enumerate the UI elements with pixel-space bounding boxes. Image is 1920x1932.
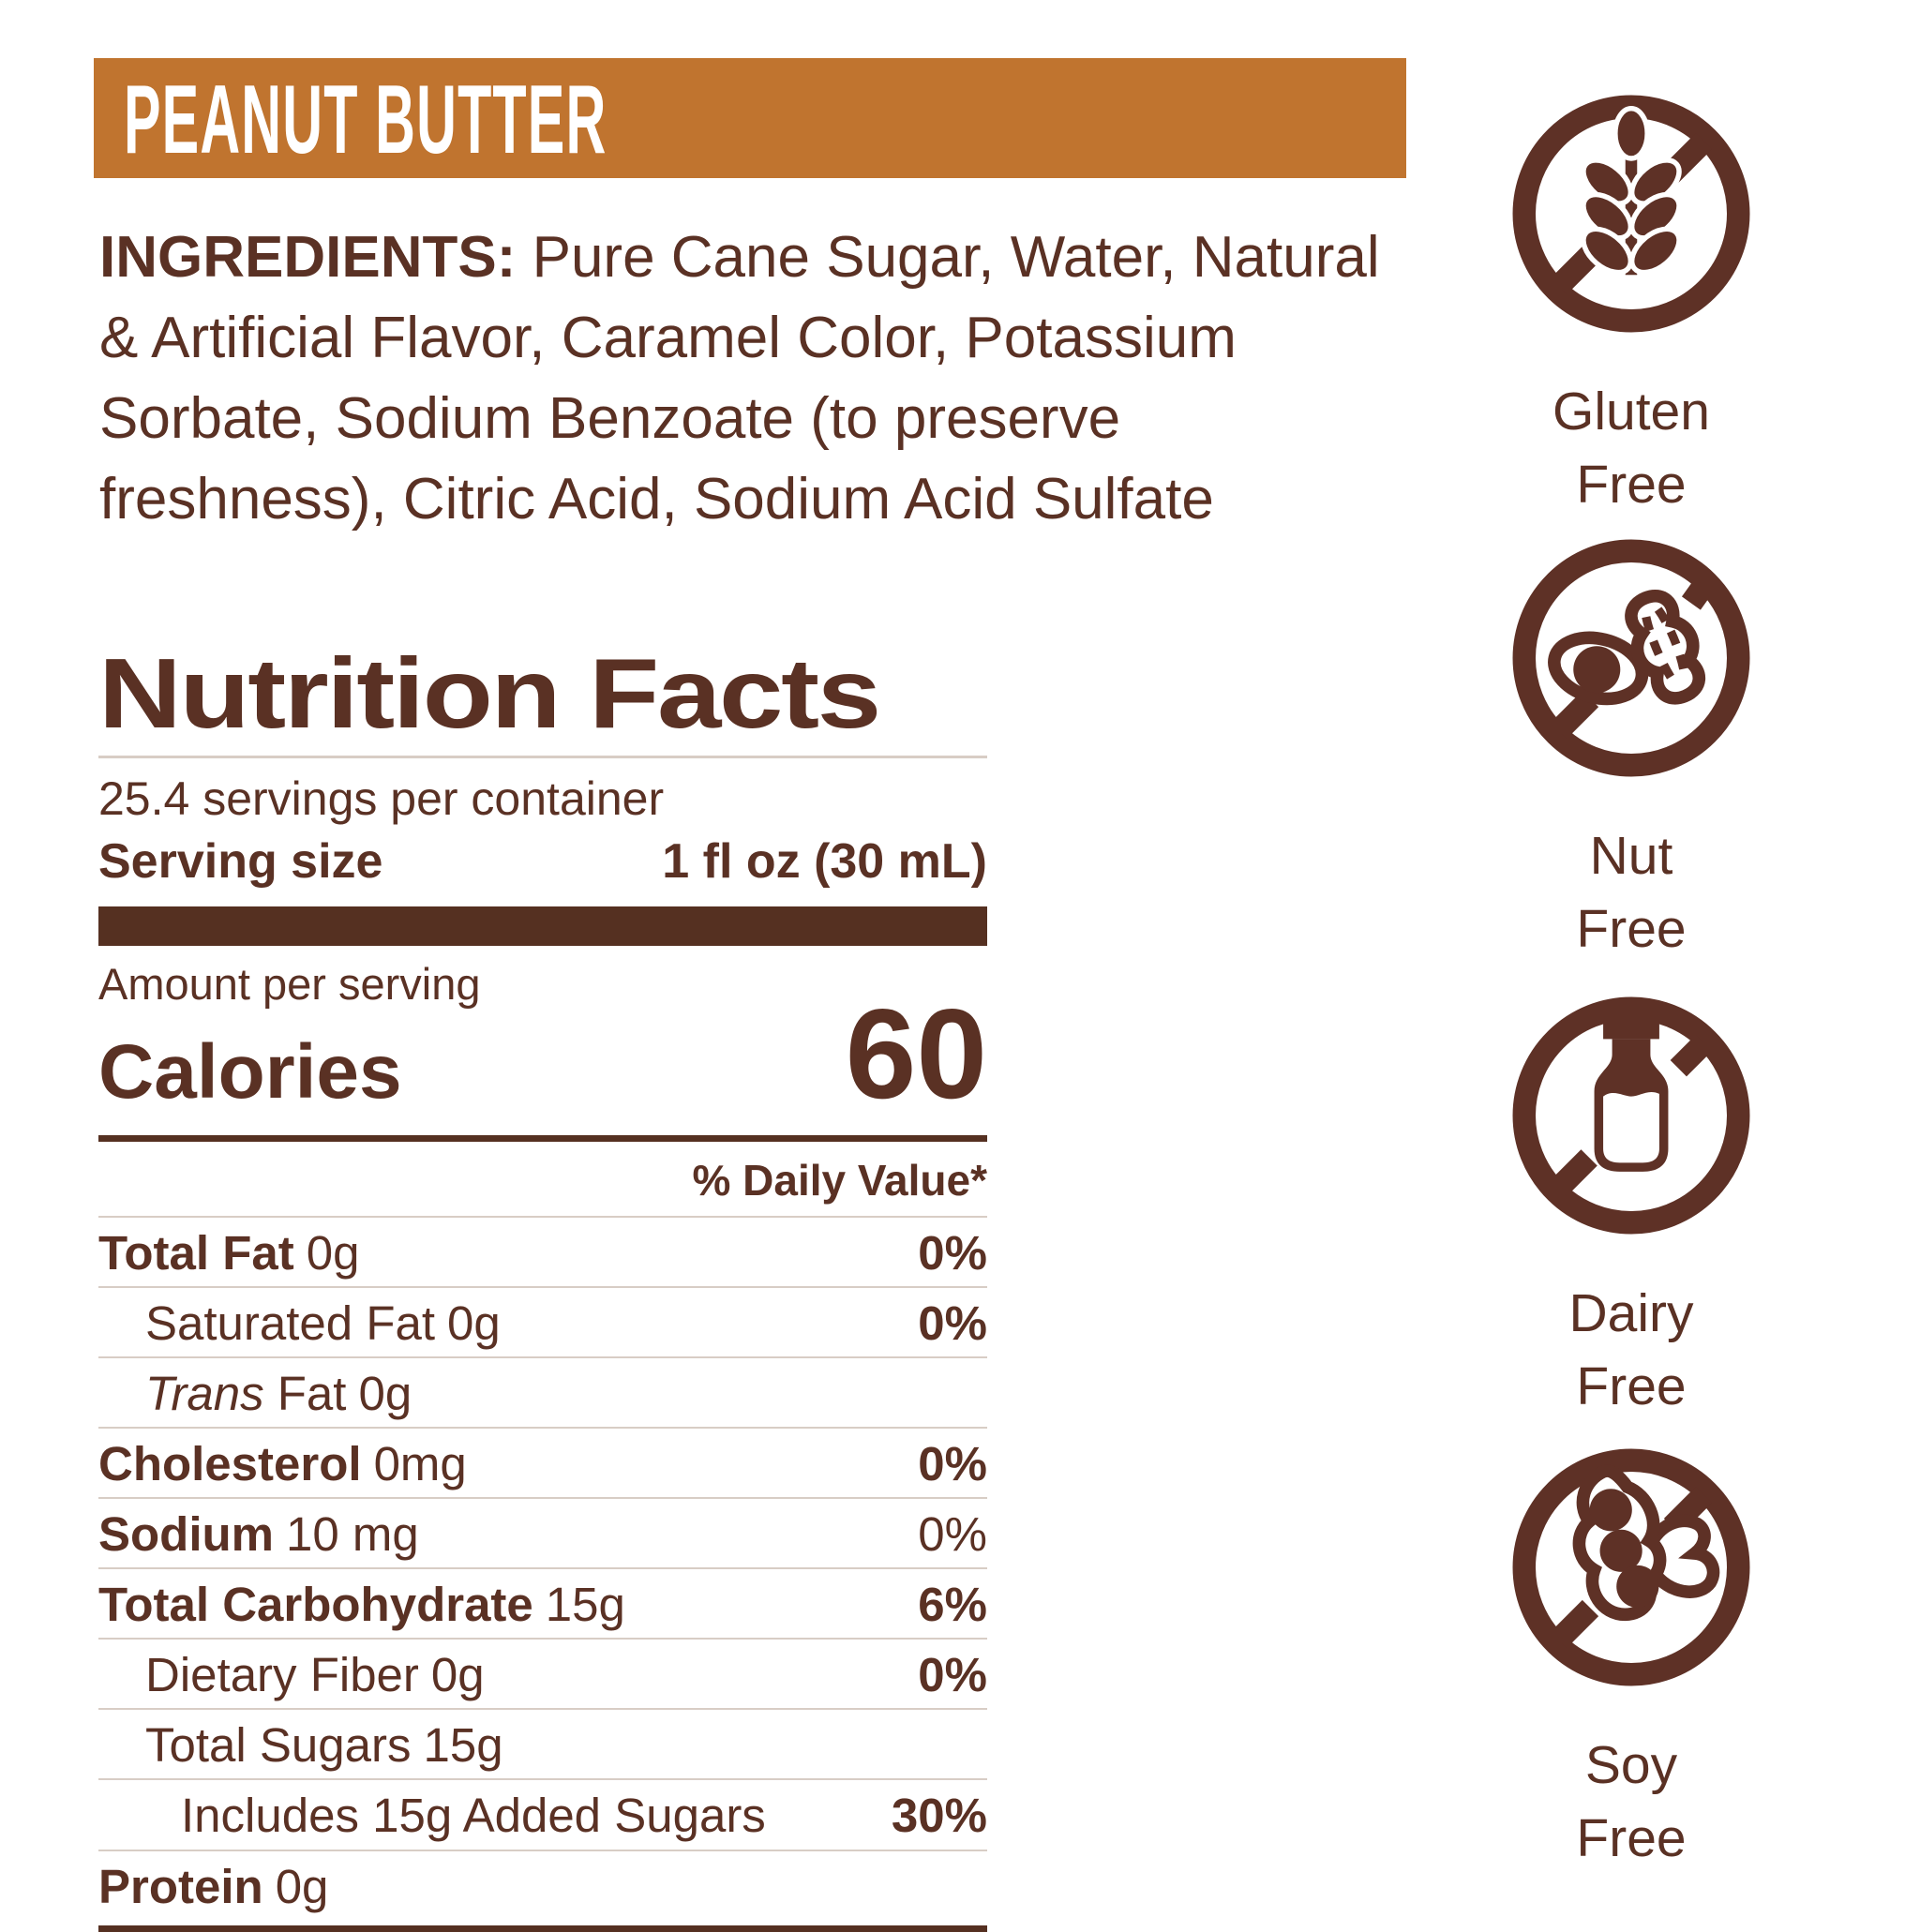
nutrient-amount: 0mg <box>373 1436 467 1490</box>
divider <box>98 756 987 758</box>
crossed-peanut-icon <box>1512 539 1750 777</box>
badge-label-line1: Nut <box>1589 826 1673 886</box>
divider <box>98 1135 987 1142</box>
nutrient-daily-value: 0% <box>918 1507 987 1562</box>
ingredients-label: INGREDIENTS: <box>99 225 517 290</box>
gluten-free-badge: Gluten Free <box>1420 86 1842 521</box>
ingredients-paragraph: INGREDIENTS: Pure Cane Sugar, Water, Nat… <box>99 217 1412 540</box>
nutrient-label-italic: Trans <box>145 1366 264 1420</box>
nutrient-label: Total Carbohydrate <box>98 1578 533 1632</box>
nutrient-daily-value: 0% <box>918 1648 987 1702</box>
badge-label: Gluten Free <box>1552 375 1710 521</box>
badge-label-line2: Free <box>1576 455 1687 515</box>
nutrient-label: Cholesterol <box>98 1436 362 1490</box>
nutrient-label: Dietary Fiber <box>145 1648 419 1702</box>
nutrient-row-total-carbohydrate: Total Carbohydrate 15g 6% <box>98 1569 987 1640</box>
nutrient-label: Sodium <box>98 1507 274 1562</box>
crossed-milk-bottle-icon <box>1512 996 1750 1235</box>
nutrient-row-trans-fat: Trans Fat 0g <box>98 1358 987 1429</box>
nutrient-label: Total Sugars <box>145 1718 412 1773</box>
amount-per-serving-label: Amount per serving <box>98 959 481 1009</box>
badge-label-line2: Free <box>1576 1356 1687 1416</box>
flavor-banner: PEANUT BUTTER <box>94 58 1406 178</box>
crossed-wheat-icon <box>1512 95 1750 333</box>
servings-per-container: 25.4 servings per container <box>98 772 665 825</box>
nutrient-daily-value: 0% <box>918 1295 987 1350</box>
ingredients-text: Pure Cane Sugar, Water, Natural & Artifi… <box>99 225 1380 532</box>
nutrient-daily-value: 30% <box>891 1789 987 1843</box>
nutrient-row-added-sugars: Includes 15g Added Sugars 30% <box>98 1780 987 1851</box>
dairy-free-badge: Dairy Free <box>1420 988 1842 1423</box>
serving-size-value: 1 fl oz (30 mL) <box>662 834 987 889</box>
badge-label: Soy Free <box>1576 1729 1686 1875</box>
nutrient-amount: 0g <box>306 1225 360 1280</box>
serving-size-label: Serving size <box>98 834 383 889</box>
nutrient-row-saturated-fat: Saturated Fat 0g 0% <box>98 1288 987 1358</box>
nutrient-row-total-sugars: Total Sugars 15g <box>98 1710 987 1781</box>
calories-value: 60 <box>845 982 987 1125</box>
nutrient-amount: 10 mg <box>286 1507 419 1562</box>
serving-size-row: Serving size 1 fl oz (30 mL) <box>98 833 987 890</box>
badge-label-line2: Free <box>1576 899 1687 959</box>
nutrient-amount: 15g <box>423 1718 503 1773</box>
nutrient-row-dietary-fiber: Dietary Fiber 0g 0% <box>98 1640 987 1711</box>
badge-label-line2: Free <box>1576 1808 1687 1868</box>
flavor-title: PEANUT BUTTER <box>124 66 608 174</box>
nutrient-daily-value: 0% <box>918 1225 987 1280</box>
soy-free-badge: Soy Free <box>1420 1440 1842 1875</box>
nutrient-amount: 15g <box>545 1578 625 1632</box>
nutrient-label: Total Fat <box>98 1225 294 1280</box>
nutrient-label: Includes 15g Added Sugars <box>181 1789 766 1843</box>
thick-divider-bar <box>98 906 987 946</box>
nut-free-badge: Nut Free <box>1420 531 1842 966</box>
crossed-soybean-icon <box>1512 1448 1750 1686</box>
nutrient-row-cholesterol: Cholesterol 0mg 0% <box>98 1429 987 1500</box>
nutrient-row-total-fat: Total Fat 0g 0% <box>98 1218 987 1288</box>
nutrition-facts-panel: Nutrition Facts 25.4 servings per contai… <box>98 644 987 1932</box>
nutrient-label: Fat <box>277 1366 347 1420</box>
calories-label: Calories <box>98 1029 402 1115</box>
nutrient-amount: 0g <box>275 1859 329 1913</box>
badge-label-line1: Dairy <box>1568 1283 1694 1343</box>
nutrient-daily-value: 0% <box>918 1436 987 1490</box>
nutrient-label: Saturated Fat <box>145 1295 436 1350</box>
badge-label: Nut Free <box>1576 819 1686 966</box>
nutrition-facts-title: Nutrition Facts <box>98 638 881 749</box>
divider <box>98 1925 987 1932</box>
nutrient-daily-value: 6% <box>918 1578 987 1632</box>
nutrient-label: Protein <box>98 1859 263 1913</box>
nutrient-amount: 0g <box>447 1295 501 1350</box>
badge-label-line1: Gluten <box>1552 382 1710 442</box>
daily-value-header: % Daily Value* <box>98 1142 987 1218</box>
nutrient-row-protein: Protein 0g <box>98 1851 987 1920</box>
nutrient-amount: 0g <box>358 1366 412 1420</box>
nutrient-amount: 0g <box>430 1648 485 1702</box>
badge-label: Dairy Free <box>1568 1277 1693 1423</box>
calories-row: Calories 60 <box>98 982 987 1125</box>
badge-label-line1: Soy <box>1584 1735 1678 1795</box>
nutrient-row-sodium: Sodium 10 mg 0% <box>98 1499 987 1570</box>
